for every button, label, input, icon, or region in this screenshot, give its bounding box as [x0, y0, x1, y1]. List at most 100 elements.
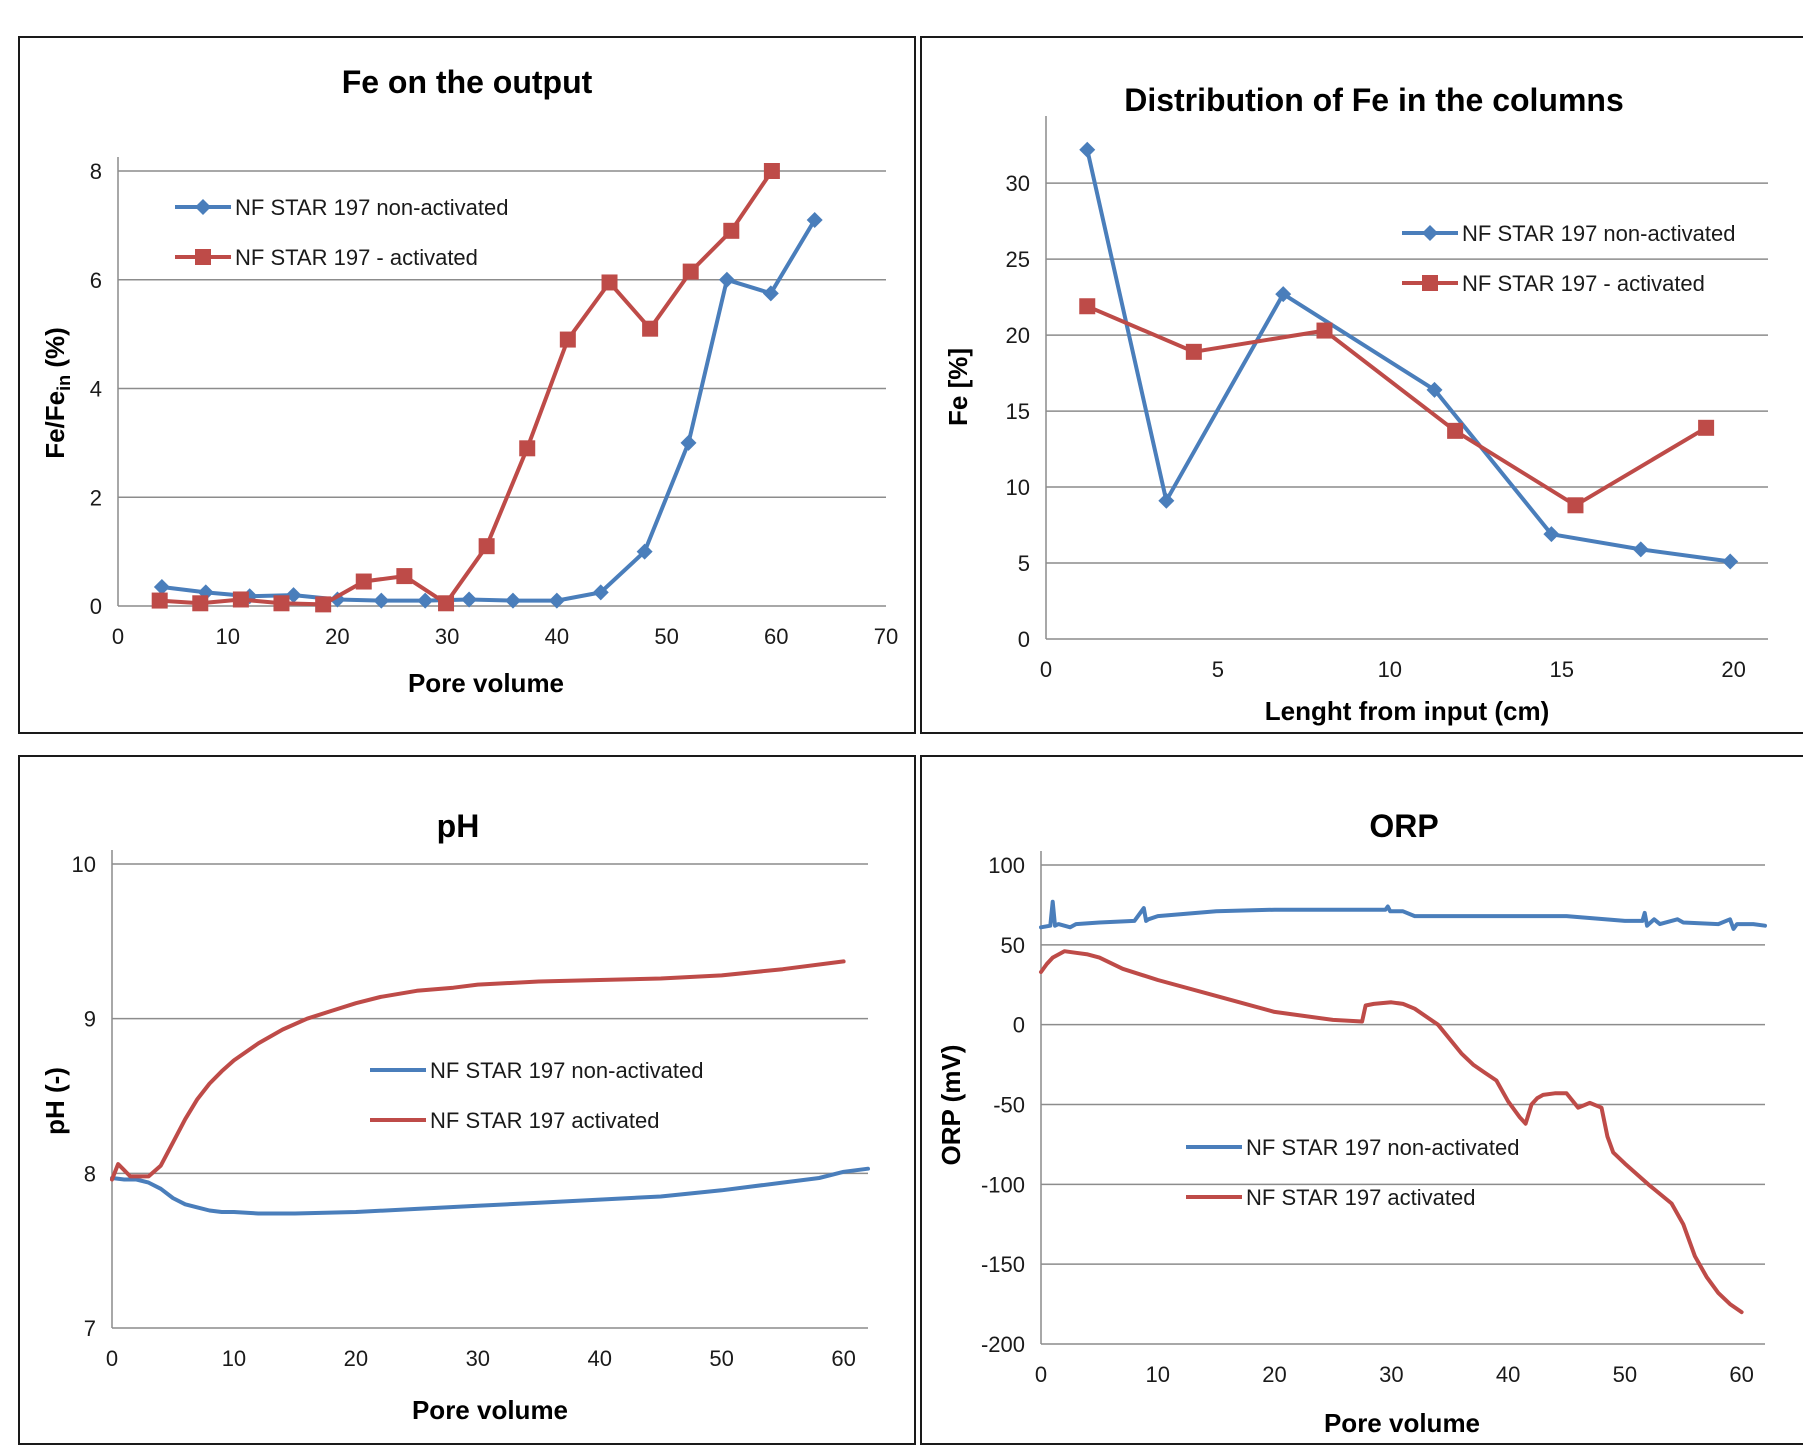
chart-panel-fe-distribution: Distribution of Fe in the columns 0 5 10 15…: [920, 36, 1803, 734]
y-axis-label: ORP (mV): [936, 1045, 966, 1166]
data-point: [636, 543, 653, 560]
x-tick-label: 50: [654, 624, 678, 649]
y-tick-label: 2: [90, 485, 102, 510]
data-point: [762, 285, 779, 302]
x-axis-label: Pore volume: [412, 1395, 568, 1425]
data-point: [1275, 286, 1292, 303]
x-tick-label: 5: [1212, 657, 1224, 682]
chart-panel-fe-output: Fe on the output 0 2 4 6 8 0 10 20 30 40 50 60 70 NF …: [18, 36, 916, 734]
y-tick-label: 0: [90, 594, 102, 619]
y-tick-label: -50: [993, 1093, 1025, 1118]
x-tick-label: 50: [709, 1346, 733, 1371]
data-point: [232, 591, 249, 608]
x-axis-label: Lenght from input (cm): [1265, 696, 1550, 726]
y-axis-label: Fe/Fein (%): [40, 327, 74, 459]
series-line: [159, 217, 817, 603]
data-point: [153, 578, 170, 595]
y-tick-label: 9: [84, 1007, 96, 1032]
plot-area: -200 -150 -100 -50 0 50 100 0 10 20 30 40 50 60 NF STA…: [981, 851, 1767, 1387]
data-point: [601, 274, 618, 291]
chart-title: Distribution of Fe in the columns: [1124, 82, 1624, 118]
data-point: [806, 211, 823, 228]
data-point: [763, 163, 780, 179]
data-point: [718, 271, 735, 288]
x-tick-label: 15: [1549, 657, 1573, 682]
series-line: [110, 1166, 870, 1216]
series-line: [157, 169, 774, 607]
y-tick-label: -100: [981, 1172, 1025, 1197]
data-point: [1316, 322, 1333, 339]
y-tick-label: 4: [90, 377, 102, 402]
y-axis-label: pH (-): [40, 1067, 70, 1135]
plot-area: 7 8 9 10 0 10 20 30 40 50 60 NF STAR 197 non-activa…: [72, 850, 870, 1371]
chart-svg-ph: pH 7 8 9 10 0 10 20 30 40 50 60 NF STAR 197 non-act…: [40, 808, 870, 1425]
y-tick-label: -200: [981, 1332, 1025, 1357]
chart-svg-orp: ORP -200 -150 -100 -50 0 50 100 0 10 20 30 40 50 60 NF…: [936, 808, 1767, 1438]
x-tick-label: 20: [325, 624, 349, 649]
data-point: [1079, 298, 1096, 315]
legend-swatch-marker: [1422, 275, 1438, 291]
data-point: [151, 592, 168, 609]
x-tick-label: 10: [1378, 657, 1402, 682]
y-tick-label: 10: [72, 852, 96, 877]
series-line: [1039, 899, 1767, 931]
x-tick-label: 10: [215, 624, 239, 649]
x-tick-label: 60: [764, 624, 788, 649]
data-point: [1447, 422, 1464, 439]
legend-label: NF STAR 197 - activated: [235, 245, 478, 270]
series-line: [1085, 304, 1709, 508]
series-line: [1085, 147, 1733, 564]
y-tick-label: 30: [1006, 171, 1030, 196]
y-axis-label: Fe [%]: [943, 348, 973, 426]
data-point: [548, 592, 565, 609]
data-point: [273, 595, 290, 612]
data-point: [1158, 492, 1175, 509]
data-point: [1079, 141, 1096, 158]
x-tick-label: 30: [1379, 1362, 1403, 1387]
data-point: [1185, 343, 1202, 360]
series-line: [110, 959, 846, 1182]
plot-area: 0 5 10 15 20 25 30 0 5 10 15 20 NF STAR 197 non-acti…: [1006, 116, 1768, 682]
data-point: [1698, 419, 1715, 436]
y-axis-label-tail: (%): [40, 327, 70, 375]
y-tick-label: 8: [90, 159, 102, 184]
x-tick-label: 30: [466, 1346, 490, 1371]
chart-panel-ph: pH 7 8 9 10 0 10 20 30 40 50 60 NF STAR 197 non-act…: [18, 755, 916, 1445]
data-point: [192, 595, 209, 612]
y-tick-label: 50: [1001, 933, 1025, 958]
x-tick-label: 20: [1262, 1362, 1286, 1387]
legend-label: NF STAR 197 non-activated: [235, 195, 509, 220]
x-tick-label: 50: [1613, 1362, 1637, 1387]
legend-label: NF STAR 197 activated: [430, 1108, 659, 1133]
data-point: [1632, 541, 1649, 558]
data-point: [723, 222, 740, 239]
y-tick-label: -150: [981, 1252, 1025, 1277]
legend-swatch-marker: [195, 199, 211, 215]
data-point: [396, 568, 413, 585]
data-point: [1722, 553, 1739, 570]
legend-label: NF STAR 197 activated: [1246, 1185, 1475, 1210]
x-tick-label: 20: [344, 1346, 368, 1371]
x-tick-label: 10: [1146, 1362, 1170, 1387]
data-point: [592, 584, 609, 601]
data-point: [417, 592, 434, 609]
series-line: [1039, 949, 1744, 1315]
data-point: [642, 320, 659, 337]
legend-label: NF STAR 197 non-activated: [430, 1058, 704, 1083]
x-tick-label: 40: [1496, 1362, 1520, 1387]
x-tick-label: 70: [874, 624, 898, 649]
data-point: [1543, 526, 1560, 543]
x-tick-label: 0: [1040, 657, 1052, 682]
legend-swatch-marker: [1422, 225, 1438, 241]
legend-label: NF STAR 197 non-activated: [1462, 221, 1736, 246]
y-tick-label: 100: [988, 853, 1025, 878]
y-tick-label: 20: [1006, 323, 1030, 348]
y-tick-label: 0: [1018, 627, 1030, 652]
chart-title: ORP: [1369, 808, 1438, 844]
y-tick-label: 10: [1006, 475, 1030, 500]
legend-swatch-marker: [195, 249, 211, 265]
x-tick-label: 0: [106, 1346, 118, 1371]
chart-panel-orp: ORP -200 -150 -100 -50 0 50 100 0 10 20 30 40 50 60 NF…: [920, 755, 1803, 1445]
data-point: [559, 331, 576, 348]
y-axis-label-subscript: in: [54, 375, 74, 391]
